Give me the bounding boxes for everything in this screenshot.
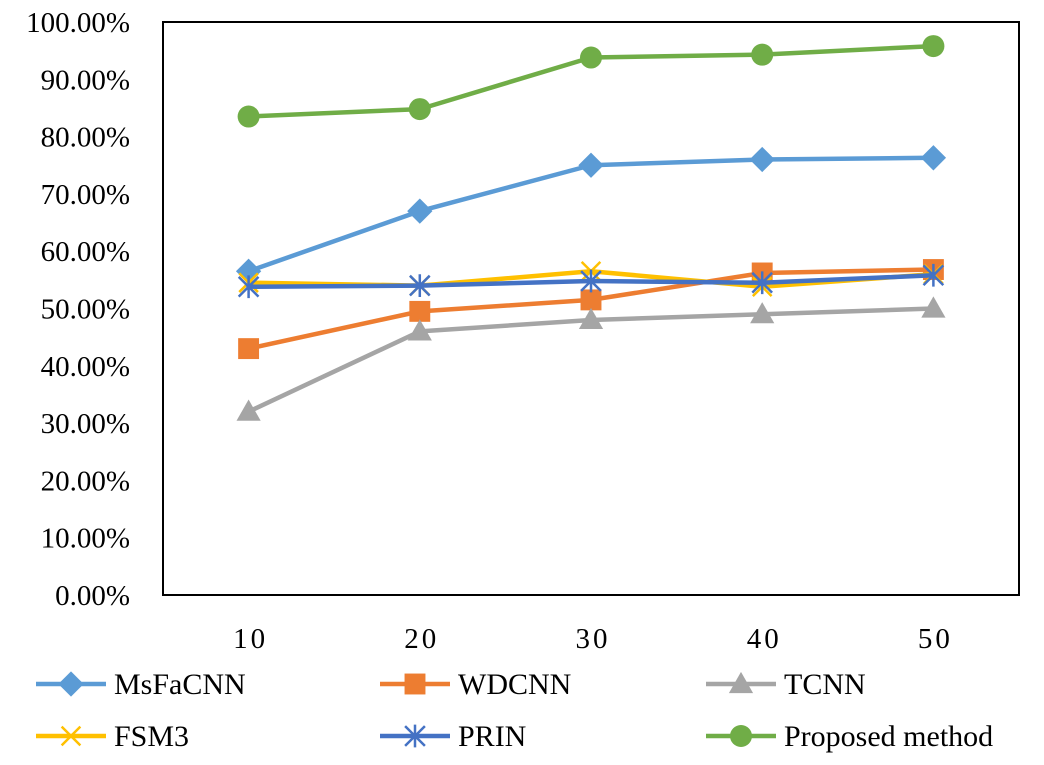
data-point-tcnn xyxy=(750,302,775,324)
data-point-prin xyxy=(409,274,431,297)
data-point-proposed-method xyxy=(237,105,260,128)
legend-label: WDCNN xyxy=(458,668,571,701)
data-point-tcnn xyxy=(236,399,261,421)
data-point-proposed-method xyxy=(580,46,602,69)
y-tick-label: 30.00% xyxy=(41,408,130,440)
data-point-wdcnn xyxy=(238,338,260,360)
x-tick-label: 20 xyxy=(404,623,439,655)
data-point-wdcnn xyxy=(580,289,602,311)
y-tick-label: 100.00% xyxy=(26,7,130,39)
data-point-wdcnn xyxy=(409,300,431,322)
data-point-legend-proposed-method xyxy=(730,725,752,747)
legend-label: TCNN xyxy=(784,668,866,701)
y-tick-label: 10.00% xyxy=(41,523,130,555)
x-tick-label: 30 xyxy=(576,623,611,655)
data-point-prin xyxy=(751,271,773,295)
legend-label: FSM3 xyxy=(114,720,189,753)
data-point-legend-tcnn xyxy=(728,671,754,694)
legend-item-fsm3: FSM3 xyxy=(36,720,189,753)
data-point-proposed-method xyxy=(922,35,945,58)
series-msfacnn xyxy=(235,145,947,284)
legend-label: PRIN xyxy=(458,720,526,753)
legend-label: MsFaCNN xyxy=(114,668,246,701)
data-point-legend-msfacnn xyxy=(58,671,84,697)
legend-item-wdcnn: WDCNN xyxy=(380,668,571,701)
data-point-legend-wdcnn xyxy=(404,673,426,695)
y-tick-label: 0.00% xyxy=(55,580,130,612)
y-tick-label: 50.00% xyxy=(41,294,130,326)
legend-item-tcnn: TCNN xyxy=(706,668,866,701)
data-point-tcnn xyxy=(921,296,946,318)
legend-item-prin: PRIN xyxy=(380,720,526,753)
y-tick-label: 60.00% xyxy=(41,236,130,268)
y-tick-label: 90.00% xyxy=(41,64,130,96)
y-tick-label: 40.00% xyxy=(41,351,130,383)
data-point-tcnn xyxy=(407,319,432,341)
x-tick-label: 10 xyxy=(233,623,268,655)
data-point-legend-fsm3 xyxy=(60,725,82,747)
data-point-msfacnn xyxy=(578,152,604,178)
y-tick-label: 70.00% xyxy=(41,179,130,211)
data-point-proposed-method xyxy=(408,98,431,121)
y-tick-label: 20.00% xyxy=(41,465,130,497)
data-point-prin xyxy=(922,263,945,287)
series-tcnn xyxy=(236,296,946,421)
x-axis: 10 20 30 40 50 xyxy=(233,623,953,655)
data-point-proposed-method xyxy=(751,43,774,66)
x-tick-label: 40 xyxy=(747,623,782,655)
legend-item-msfacnn: MsFaCNN xyxy=(36,668,246,701)
data-point-msfacnn xyxy=(749,146,775,173)
x-tick-label: 50 xyxy=(918,623,953,655)
data-point-tcnn xyxy=(578,307,604,330)
data-point-msfacnn xyxy=(920,145,947,171)
series-prin xyxy=(237,263,945,299)
data-point-prin xyxy=(580,269,602,293)
series-proposed-method xyxy=(237,35,945,128)
y-axis: 0.00% 10.00% 20.00% 30.00% 40.00% 50.00% 60.00… xyxy=(26,7,130,612)
data-point-legend-prin xyxy=(404,724,426,748)
y-tick-label: 80.00% xyxy=(41,122,130,154)
series-layer xyxy=(235,35,947,421)
legend-item-proposed-method: Proposed method xyxy=(706,720,993,753)
legend: MsFaCNN WDCNN TCNN FSM3 PRIN Proposed method xyxy=(36,668,993,753)
legend-label: Proposed method xyxy=(784,720,993,753)
data-point-msfacnn xyxy=(235,258,262,284)
data-point-prin xyxy=(237,275,260,299)
data-point-msfacnn xyxy=(407,198,433,224)
